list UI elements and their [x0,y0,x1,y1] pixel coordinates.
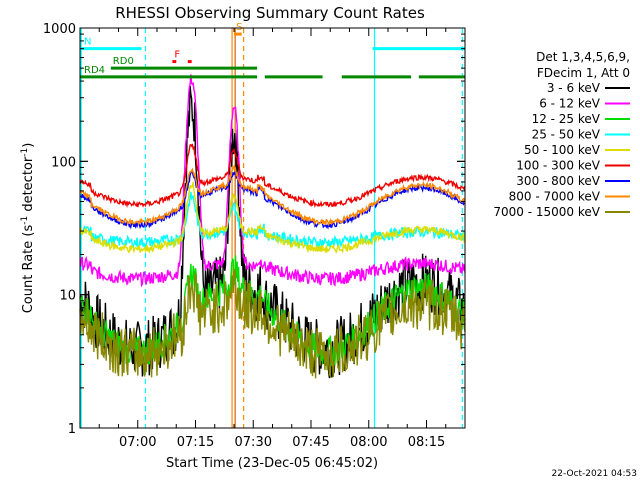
x-axis: 07:00 07:15 07:30 07:45 08:00 08:15 [79,28,466,450]
series-line [79,169,466,230]
legend-item-label: 100 - 300 keV [516,159,600,173]
chart-title: RHESSI Observing Summary Count Rates [115,4,425,22]
y-axis-label-mid: detector [21,156,36,216]
series-line [79,269,466,379]
legend-item-label: 800 - 7000 keV [509,190,601,204]
y-tick-label: 10 [59,289,76,304]
series-lines [79,74,466,379]
x-tick-label: 07:30 [235,435,272,450]
y-tick-label: 100 [51,155,76,170]
y-axis-label-sup1: -1 [20,216,30,225]
flag-label: N [84,37,91,48]
legend: Det 1,3,4,5,6,9, FDecim 1, Att 0 3 - 6 k… [493,50,630,219]
y-axis-label-main: Count Rate (s [21,225,36,314]
x-tick-label: 07:45 [292,435,329,450]
flag-label: RD0 [113,56,134,67]
y-axis-label-end: ) [21,143,36,148]
series-line [79,181,466,254]
footer-timestamp: 22-Oct-2021 04:53 [552,469,637,479]
legend-item-label: 7000 - 15000 keV [493,205,600,219]
y-tick-label: 1000 [43,22,76,37]
x-tick-label: 08:00 [350,435,387,450]
legend-item-label: 3 - 6 keV [547,81,601,95]
series-line [79,74,466,288]
legend-item-label: 12 - 25 keV [532,112,601,126]
flag-label: F [174,50,180,61]
legend-header-detectors: Det 1,3,4,5,6,9, [536,50,630,64]
series-line [79,255,466,367]
legend-item-label: 6 - 12 keV [539,97,601,111]
flag-label: RD4 [84,65,105,76]
legend-item-label: 25 - 50 keV [532,128,601,142]
legend-item-label: 50 - 100 keV [524,143,601,157]
x-axis-label: Start Time (23-Dec-05 06:45:02) [166,456,378,471]
y-axis-label: Count Rate (s-1 detector-1) [20,143,36,314]
time-marker-lines [80,28,463,428]
y-axis-label-sup2: -1 [20,148,30,157]
legend-item-label: 300 - 800 keV [516,174,600,188]
legend-header-decim: FDecim 1, Att 0 [537,66,630,80]
x-tick-label: 08:15 [408,435,445,450]
series-line [79,164,466,227]
x-tick-label: 07:00 [119,435,156,450]
x-tick-label: 07:15 [177,435,214,450]
y-axis: 1 10 100 1000 [43,22,465,437]
y-tick-label: 1 [68,422,76,437]
series-line [79,143,466,209]
